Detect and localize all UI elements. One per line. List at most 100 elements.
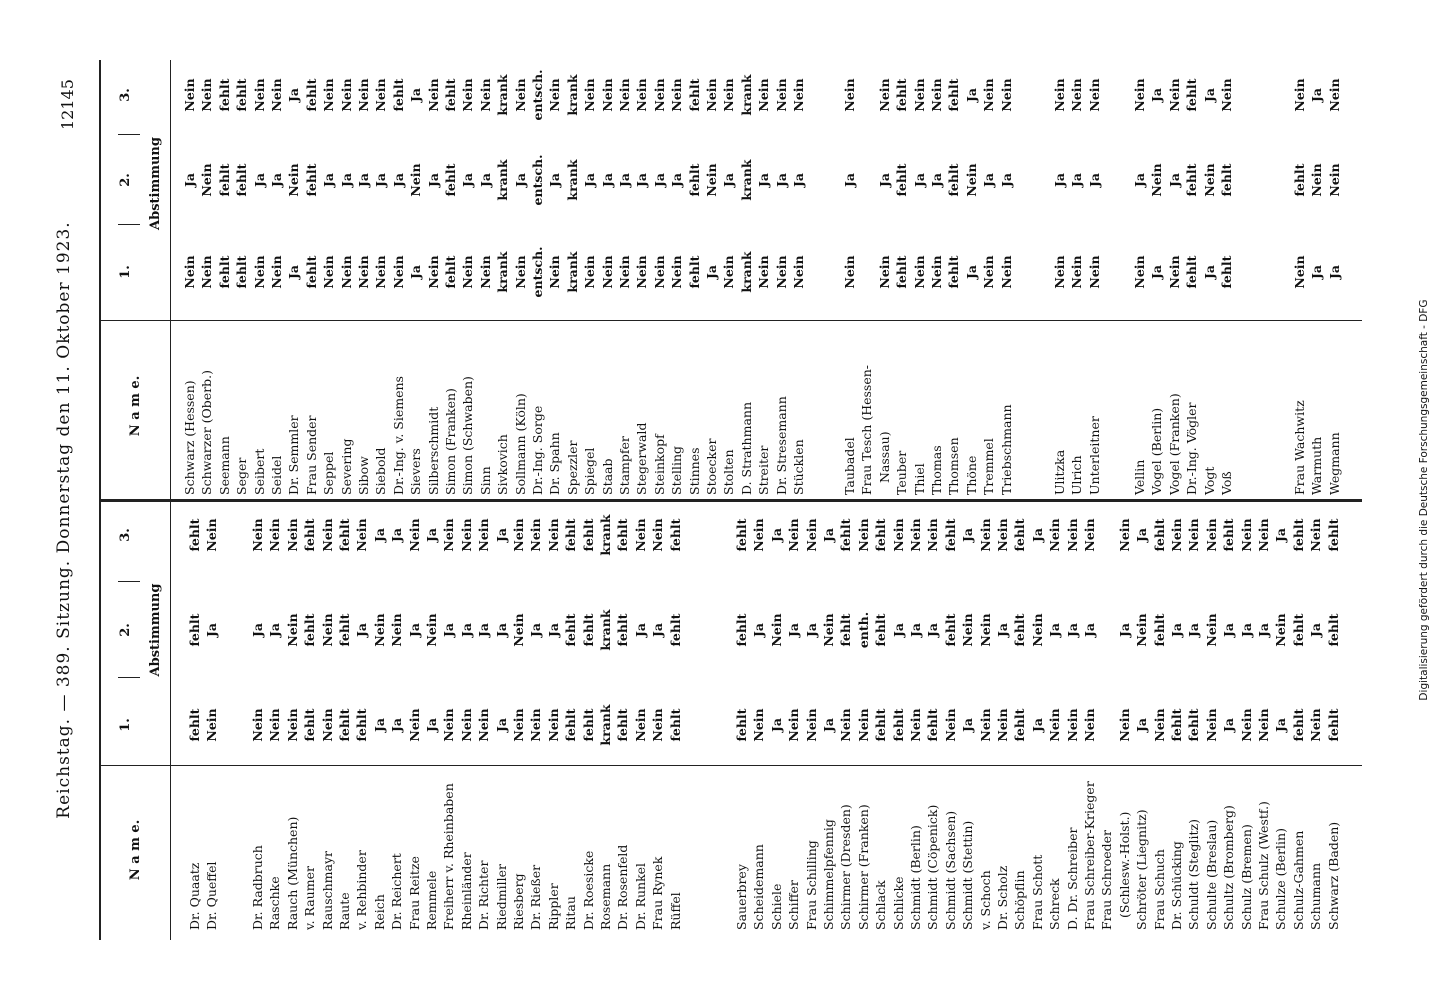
member-name: Vogel (Franken): [1166, 393, 1182, 495]
vote: Ja: [354, 623, 370, 638]
vote: Nein: [704, 78, 719, 112]
vote: Nein: [1201, 163, 1217, 197]
member-name: Seger: [234, 457, 250, 495]
vote: fehlt: [580, 518, 596, 552]
member-name: Siebold: [373, 447, 389, 496]
vote: fehlt: [303, 78, 319, 112]
vote: Nein: [651, 78, 667, 112]
vote: Ja: [981, 173, 997, 188]
vote: fehlt: [946, 163, 962, 197]
vote: Ja: [1116, 623, 1132, 638]
member-name: Ritau: [563, 896, 579, 930]
vote: Nein: [908, 518, 923, 552]
vote: fehlt: [1290, 708, 1306, 742]
member-name: Frau Schulz (Westf.): [1256, 801, 1271, 930]
vote: Ja: [821, 528, 836, 543]
vote: Nein: [545, 708, 561, 742]
member-name: Rheinländer: [458, 852, 474, 930]
vote: Nein: [1186, 518, 1202, 552]
vote: Ja: [493, 623, 509, 638]
vote: Nein: [1132, 78, 1147, 112]
member-name: Frau Schott: [1029, 854, 1045, 930]
vote: Ja: [721, 173, 737, 188]
member-name: Silberschmidt: [425, 406, 441, 495]
vote: Ja: [286, 265, 302, 280]
vote: Ja: [821, 718, 836, 733]
vote: Nein: [267, 708, 283, 742]
vote: Nein: [204, 518, 220, 552]
vote: Nein: [1064, 518, 1080, 552]
vote: Nein: [251, 78, 267, 112]
vote: Nein: [942, 708, 958, 742]
vote: Ja: [458, 623, 474, 638]
member-name: D. Dr. Schreiber: [1064, 827, 1080, 930]
member-name: Dr.-Ing. Vögler: [1184, 402, 1200, 495]
vote: krank: [495, 159, 511, 201]
vote: fehlt: [234, 163, 250, 197]
vote: Nein: [354, 518, 370, 552]
vote: fehlt: [1184, 163, 1200, 197]
member-name: Thomas: [929, 445, 944, 495]
vote: entsch.: [530, 246, 545, 298]
vote: Nein: [1238, 708, 1254, 742]
vote: Ja: [547, 173, 563, 188]
member-name: Seppel: [321, 451, 337, 495]
vote: fehlt: [1290, 518, 1306, 552]
votes-header: Abstimmung: [148, 583, 163, 677]
vote: Ja: [998, 173, 1014, 188]
vote: fehlt: [925, 708, 941, 742]
vote: Nein: [1086, 78, 1102, 112]
member-name: Dr. Runkel: [632, 862, 648, 930]
vote: Nein: [803, 708, 819, 742]
vote: fehlt: [1186, 708, 1202, 742]
member-name: v. Raumer: [302, 866, 318, 930]
name-header: N a m e.: [128, 375, 143, 437]
vote: fehlt: [302, 708, 318, 742]
vote: Ja: [876, 173, 892, 188]
vote: Nein: [751, 518, 767, 552]
vote: Nein: [356, 78, 371, 112]
member-name: Sollmann (Köln): [512, 393, 528, 495]
vote: fehlt: [443, 163, 458, 197]
vote: Ja: [1064, 623, 1080, 638]
vote: Nein: [1116, 708, 1132, 742]
member-name: Schulte (Breslau): [1203, 819, 1219, 930]
member-name: Dr. Reichert: [389, 853, 405, 930]
vote: Nein: [1219, 78, 1234, 112]
vote: Nein: [634, 78, 650, 112]
vote: Nein: [803, 518, 819, 552]
vote: Nein: [406, 708, 422, 742]
member-name: Frau Schuch: [1151, 849, 1167, 930]
vote: Nein: [669, 255, 685, 289]
vote: krank: [564, 251, 580, 293]
vote: Nein: [1292, 78, 1307, 112]
member-name: Seidel: [269, 455, 284, 495]
member-name: Schwarz (Hessen): [182, 380, 197, 495]
vote: Nein: [425, 78, 441, 112]
vote: Ja: [1309, 265, 1325, 280]
vote: entsch.: [530, 154, 545, 206]
vote: fehlt: [216, 255, 232, 289]
vote: Nein: [721, 255, 737, 289]
vote: Ja: [634, 173, 650, 188]
vote: Nein: [199, 78, 215, 112]
vote: fehlt: [354, 708, 370, 742]
vote: Ja: [545, 623, 561, 638]
member-name: Dr. Roesicke: [580, 850, 596, 930]
vote: Ja: [493, 718, 509, 733]
vote: Nein: [582, 78, 598, 112]
vote: Nein: [528, 708, 544, 742]
member-name: Dr. Rosenfeld: [615, 844, 631, 930]
vote: fehlt: [303, 163, 319, 197]
vote: fehlt: [667, 518, 683, 552]
member-name: Schumann: [1308, 862, 1324, 930]
member-name: Schiffer: [786, 880, 802, 930]
vote: Nein: [458, 518, 474, 552]
vote: Nein: [199, 255, 215, 289]
vote: Nein: [441, 518, 457, 552]
vote: Ja: [1273, 718, 1289, 733]
member-name: Frau Sender: [303, 415, 319, 495]
vote: Ja: [960, 718, 976, 733]
member-name: Raschke: [267, 876, 283, 930]
vote: Nein: [773, 78, 789, 112]
